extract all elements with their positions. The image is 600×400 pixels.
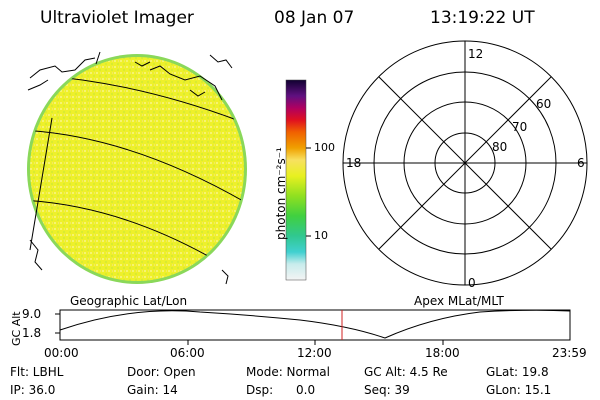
door-info: Door: Open [127, 365, 196, 379]
apex-coords-label: Apex MLat/MLT [414, 294, 504, 308]
mode-info: Mode: Normal [246, 365, 330, 379]
coastline-map [27, 54, 233, 285]
lat-label-60: 60 [536, 97, 552, 111]
glat-info: GLat: 19.8 [486, 365, 549, 379]
lat-label-70: 70 [512, 120, 528, 134]
colorbar-unit-label: photon cm⁻²s⁻¹ [274, 147, 288, 240]
orbit-xtick: 23:59 [552, 346, 587, 360]
filter-info: Flt: LBHL [10, 365, 64, 379]
polar-plot [342, 40, 588, 286]
orbit-plot [55, 309, 571, 345]
lat-label-80: 80 [492, 140, 508, 154]
colorbar [285, 79, 311, 281]
orbit-ytick-high: 9.0 [22, 307, 42, 321]
mlt-label-6: 6 [577, 156, 585, 170]
time-label: 13:19:22 UT [430, 8, 535, 28]
orbit-xtick: 00:00 [44, 346, 79, 360]
geo-coords-label: Geographic Lat/Lon [70, 294, 188, 308]
ip-info: IP: 36.0 [10, 383, 56, 397]
dsp-value: 0.0 [296, 383, 316, 397]
colorbar-tick-100: 100 [314, 141, 335, 154]
orbit-xtick: 06:00 [170, 346, 205, 360]
orbit-xtick: 12:00 [297, 346, 332, 360]
dsp-label: Dsp: [246, 383, 274, 397]
glon-info: GLon: 15.1 [486, 383, 552, 397]
orbit-ytick-low: 1.8 [22, 326, 42, 340]
altitude-curve [59, 309, 571, 339]
gc-alt-info: GC Alt: 4.5 Re [364, 365, 448, 379]
app-title: Ultraviolet Imager [40, 8, 194, 28]
mlt-label-12: 12 [468, 47, 484, 61]
colorbar-tick-10: 10 [314, 229, 328, 242]
earth-disk-image [27, 51, 247, 284]
mlt-label-18: 18 [346, 156, 362, 170]
date-label: 08 Jan 07 [274, 8, 355, 28]
orbit-xtick: 18:00 [425, 346, 460, 360]
mlt-label-0: 0 [468, 276, 476, 290]
seq-info: Seq: 39 [364, 383, 410, 397]
gain-info: Gain: 14 [127, 383, 178, 397]
